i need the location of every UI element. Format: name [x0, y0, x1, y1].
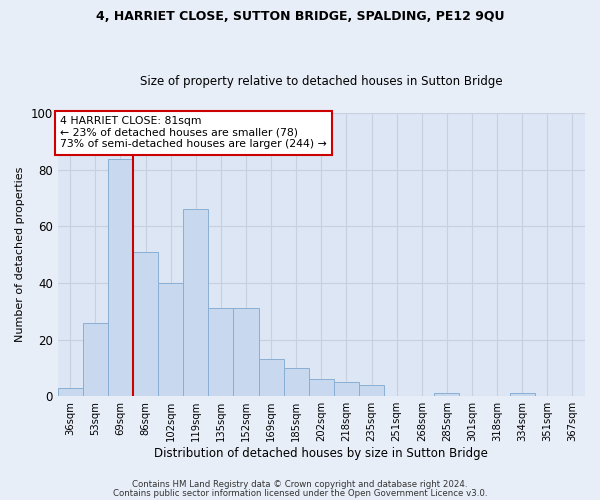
Text: Contains HM Land Registry data © Crown copyright and database right 2024.: Contains HM Land Registry data © Crown c… — [132, 480, 468, 489]
Bar — [158, 283, 183, 396]
Bar — [434, 394, 460, 396]
Bar — [83, 322, 108, 396]
Bar — [58, 388, 83, 396]
Bar — [133, 252, 158, 396]
Bar — [183, 210, 208, 396]
Title: Size of property relative to detached houses in Sutton Bridge: Size of property relative to detached ho… — [140, 76, 503, 88]
Bar — [359, 385, 384, 396]
Bar — [284, 368, 309, 396]
Bar — [208, 308, 233, 396]
Text: 4, HARRIET CLOSE, SUTTON BRIDGE, SPALDING, PE12 9QU: 4, HARRIET CLOSE, SUTTON BRIDGE, SPALDIN… — [96, 10, 504, 23]
Bar — [309, 379, 334, 396]
Y-axis label: Number of detached properties: Number of detached properties — [15, 167, 25, 342]
Bar — [509, 394, 535, 396]
Bar — [334, 382, 359, 396]
Bar — [108, 158, 133, 396]
X-axis label: Distribution of detached houses by size in Sutton Bridge: Distribution of detached houses by size … — [154, 447, 488, 460]
Text: 4 HARRIET CLOSE: 81sqm
← 23% of detached houses are smaller (78)
73% of semi-det: 4 HARRIET CLOSE: 81sqm ← 23% of detached… — [61, 116, 327, 150]
Bar — [233, 308, 259, 396]
Bar — [259, 360, 284, 396]
Text: Contains public sector information licensed under the Open Government Licence v3: Contains public sector information licen… — [113, 489, 487, 498]
